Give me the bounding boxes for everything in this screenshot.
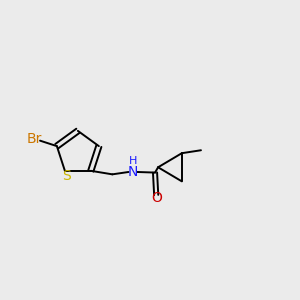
Text: N: N — [128, 165, 138, 179]
Text: S: S — [62, 169, 71, 183]
Text: H: H — [129, 156, 137, 166]
Text: O: O — [151, 191, 162, 205]
Text: Br: Br — [27, 132, 42, 146]
